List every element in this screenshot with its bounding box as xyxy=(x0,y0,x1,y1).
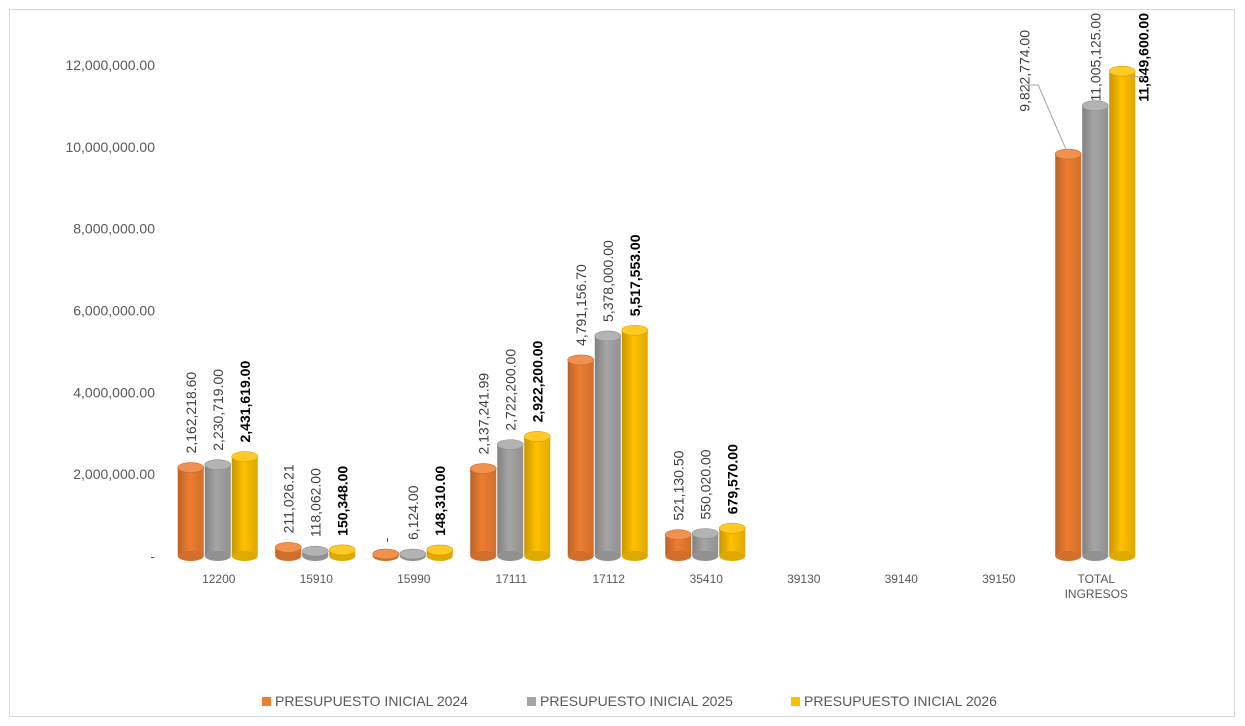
bar xyxy=(1054,148,1082,561)
data-label: 4,791,156.70 xyxy=(573,264,589,346)
legend-swatch xyxy=(527,697,536,706)
bar xyxy=(372,548,400,561)
y-tick-label: 8,000,000.00 xyxy=(73,221,155,237)
x-tick-label: TOTAL xyxy=(1077,572,1115,586)
legend-item: PRESUPUESTO INICIAL 2025 xyxy=(527,693,733,709)
bar xyxy=(301,545,329,561)
bar xyxy=(204,459,232,561)
x-tick-label: 15990 xyxy=(397,572,431,586)
bar xyxy=(496,439,524,561)
legend-label: PRESUPUESTO INICIAL 2025 xyxy=(540,693,733,709)
data-label: 550,020.00 xyxy=(697,449,713,519)
data-label: 2,722,200.00 xyxy=(502,349,518,431)
data-label: 118,062.00 xyxy=(307,468,323,537)
y-tick-label: 10,000,000.00 xyxy=(65,139,155,155)
x-tick-label: 17111 xyxy=(495,572,527,586)
bar xyxy=(1108,65,1136,561)
legend-swatch xyxy=(791,697,800,706)
bar xyxy=(399,548,427,561)
legend-label: PRESUPUESTO INICIAL 2026 xyxy=(804,693,997,709)
data-label: 148,310.00 xyxy=(432,466,448,536)
bar xyxy=(523,431,551,561)
data-label: 2,230,719.00 xyxy=(210,369,226,451)
legend-label: PRESUPUESTO INICIAL 2024 xyxy=(275,693,468,709)
legend-item: PRESUPUESTO INICIAL 2024 xyxy=(262,693,468,709)
bar xyxy=(1081,100,1109,561)
x-tick-label: 12200 xyxy=(202,572,236,586)
leader-line xyxy=(1024,84,1067,151)
data-label: 6,124.00 xyxy=(405,485,421,540)
x-tick-label: 39140 xyxy=(885,572,919,586)
data-label: 5,378,000.00 xyxy=(600,240,616,322)
bar xyxy=(231,451,259,561)
y-tick-label: 4,000,000.00 xyxy=(73,384,155,400)
bar xyxy=(664,529,692,561)
y-tick-label: - xyxy=(150,548,155,564)
data-label: 150,348.00 xyxy=(334,466,350,536)
bar xyxy=(718,522,746,561)
bar xyxy=(469,463,497,561)
y-tick-label: 6,000,000.00 xyxy=(73,303,155,319)
data-label: 2,162,218.60 xyxy=(183,372,199,454)
x-tick-label: 39130 xyxy=(787,572,821,586)
x-tick-label: 39150 xyxy=(982,572,1016,586)
bar xyxy=(426,544,454,561)
bar xyxy=(621,324,649,561)
data-label: 2,431,619.00 xyxy=(237,361,253,443)
legend-item: PRESUPUESTO INICIAL 2026 xyxy=(791,693,997,709)
data-label: 5,517,553.00 xyxy=(627,234,643,316)
bar xyxy=(328,544,356,561)
bar xyxy=(567,354,595,561)
leader-line xyxy=(1128,74,1145,79)
data-label: 521,130.50 xyxy=(670,450,686,520)
bar xyxy=(177,462,205,561)
y-tick-label: 12,000,000.00 xyxy=(65,57,155,73)
legend-swatch xyxy=(262,697,271,706)
data-label: 11,849,600.00 xyxy=(1135,13,1151,102)
data-label: 2,137,241.99 xyxy=(475,373,491,455)
y-tick-label: 2,000,000.00 xyxy=(73,466,155,482)
data-label: 679,570.00 xyxy=(724,444,740,514)
bar xyxy=(594,330,622,561)
x-tick-label: INGRESOS xyxy=(1065,587,1128,601)
data-label: 11,005,125.00 xyxy=(1087,13,1103,102)
data-label: - xyxy=(378,537,394,542)
bar xyxy=(691,528,719,561)
x-tick-label: 17112 xyxy=(593,572,626,586)
data-label: 9,822,774.00 xyxy=(1016,30,1032,112)
bar xyxy=(274,542,302,561)
data-label: 211,026.21 xyxy=(280,464,296,533)
data-label: 2,922,200.00 xyxy=(529,340,545,422)
x-tick-label: 15910 xyxy=(300,572,334,586)
x-tick-label: 35410 xyxy=(690,572,724,586)
